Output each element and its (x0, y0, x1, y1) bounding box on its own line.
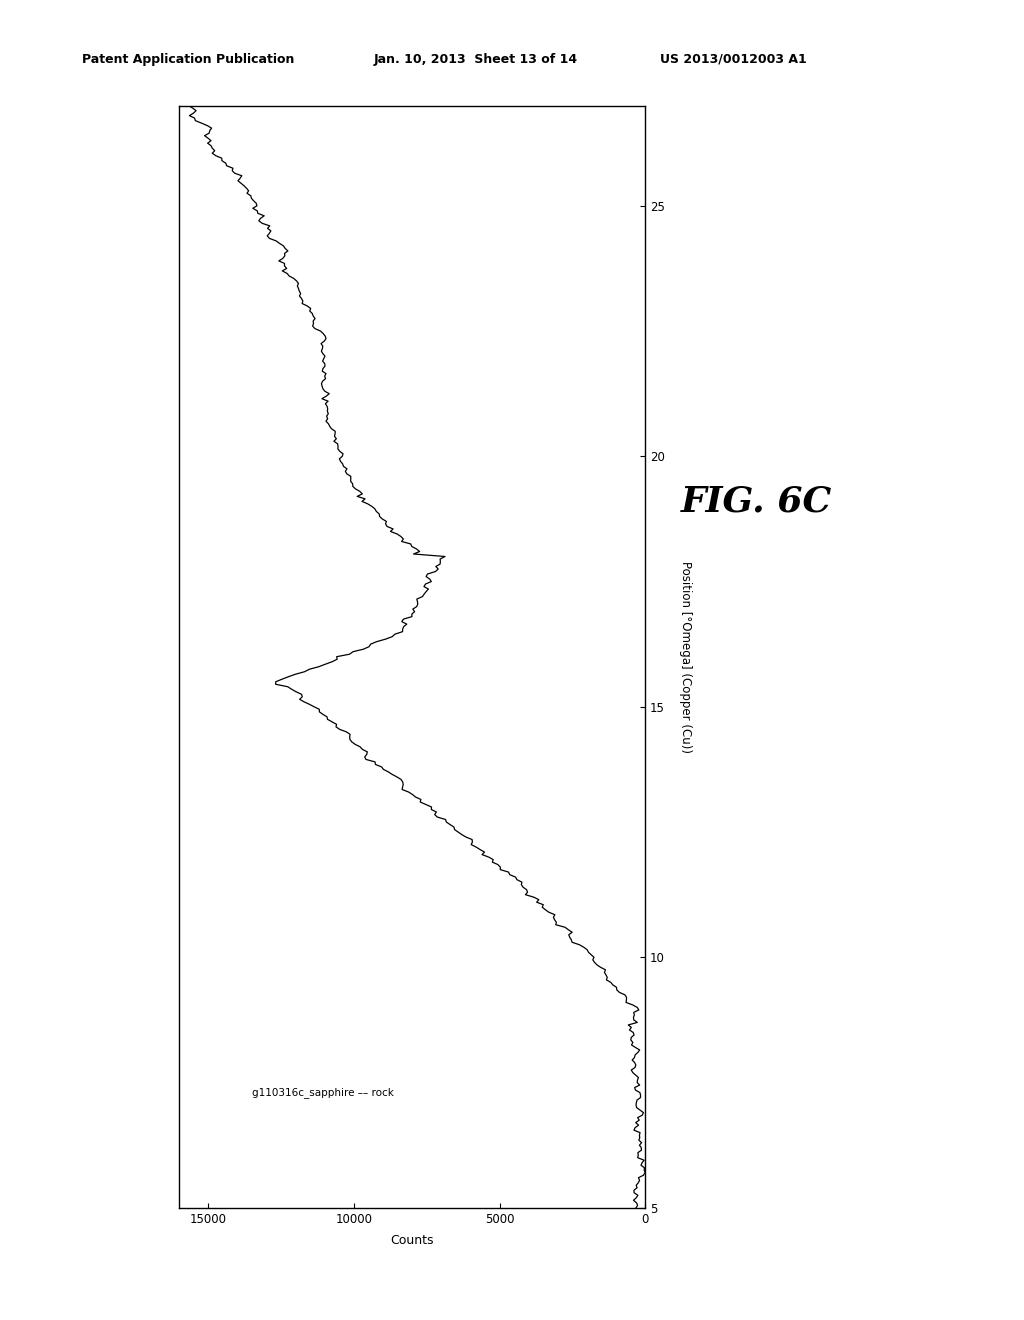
Text: FIG. 6C: FIG. 6C (681, 484, 833, 519)
Text: Jan. 10, 2013  Sheet 13 of 14: Jan. 10, 2013 Sheet 13 of 14 (374, 53, 578, 66)
Text: US 2013/0012003 A1: US 2013/0012003 A1 (660, 53, 807, 66)
Text: g110316c_sapphire –– rock: g110316c_sapphire –– rock (252, 1086, 394, 1098)
X-axis label: Counts: Counts (390, 1234, 434, 1247)
Text: Patent Application Publication: Patent Application Publication (82, 53, 294, 66)
Y-axis label: Position [°Omega] (Copper (Cu)): Position [°Omega] (Copper (Cu)) (679, 561, 692, 752)
